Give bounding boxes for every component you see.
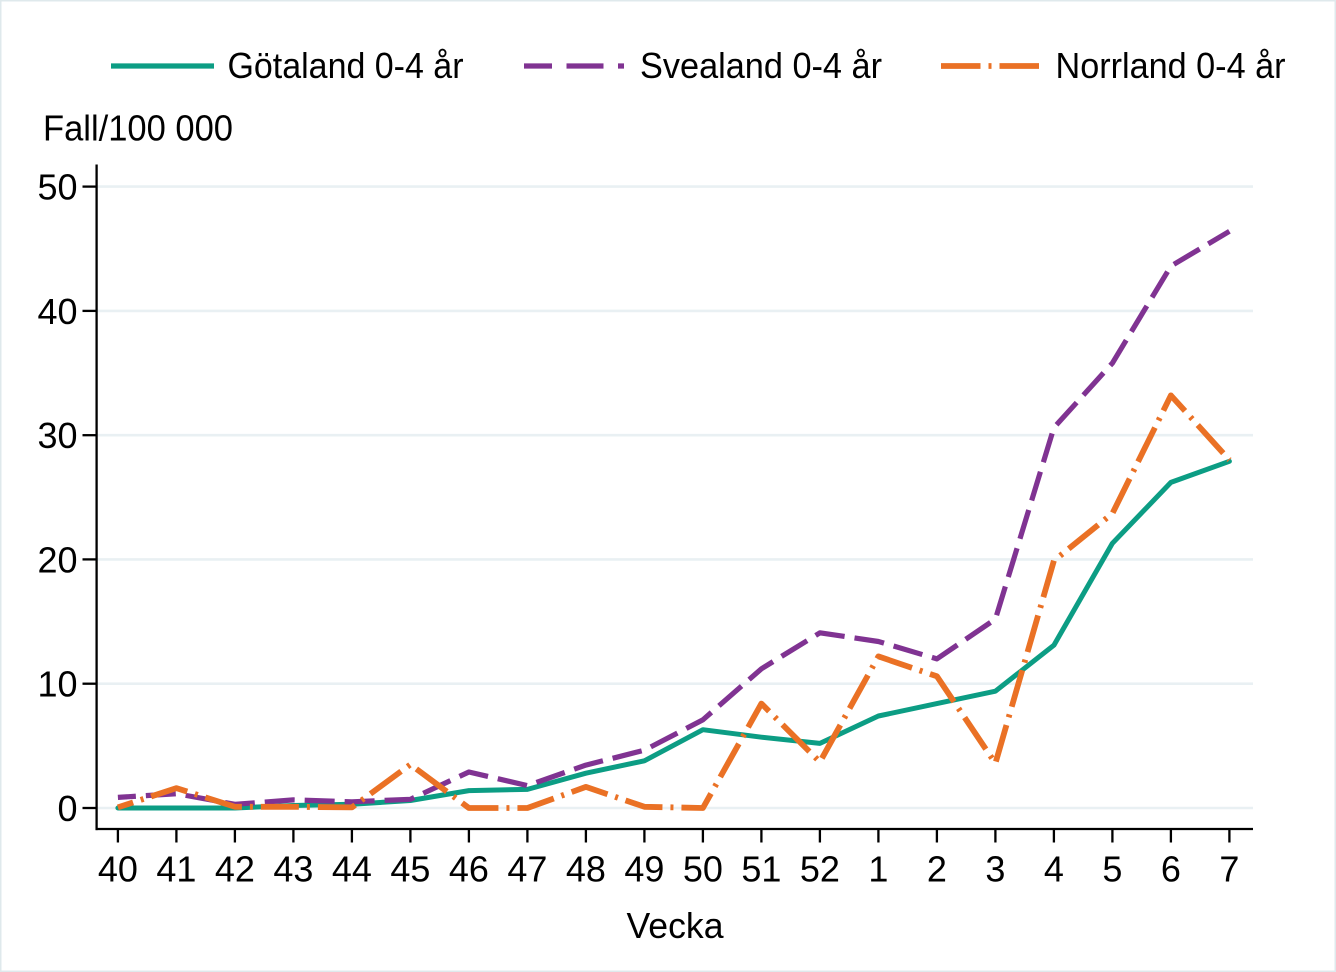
svg-text:45: 45 [390,849,430,890]
svg-text:0: 0 [57,788,77,829]
svg-text:4: 4 [1044,849,1064,890]
svg-text:30: 30 [37,415,77,456]
svg-text:40: 40 [37,291,77,332]
svg-text:50: 50 [37,167,77,208]
svg-text:5: 5 [1102,849,1122,890]
svg-text:49: 49 [624,849,664,890]
svg-text:3: 3 [985,849,1005,890]
svg-text:Vecka: Vecka [627,905,725,946]
svg-text:50: 50 [683,849,723,890]
svg-text:44: 44 [332,849,372,890]
svg-text:41: 41 [156,849,196,890]
svg-text:Svealand 0-4 år: Svealand 0-4 år [640,45,882,86]
svg-text:20: 20 [37,539,77,580]
svg-text:1: 1 [868,849,888,890]
svg-text:10: 10 [37,664,77,705]
svg-text:7: 7 [1219,849,1239,890]
svg-text:2: 2 [927,849,947,890]
svg-text:42: 42 [215,849,255,890]
svg-text:43: 43 [273,849,313,890]
svg-text:46: 46 [449,849,489,890]
svg-text:47: 47 [507,849,547,890]
svg-text:48: 48 [566,849,606,890]
svg-text:Fall/100 000: Fall/100 000 [43,108,233,149]
svg-text:Götaland 0-4 år: Götaland 0-4 år [228,45,464,86]
svg-text:52: 52 [800,849,840,890]
svg-text:6: 6 [1161,849,1181,890]
svg-text:51: 51 [741,849,781,890]
svg-text:Norrland 0-4 år: Norrland 0-4 år [1056,45,1286,86]
svg-text:40: 40 [98,849,138,890]
